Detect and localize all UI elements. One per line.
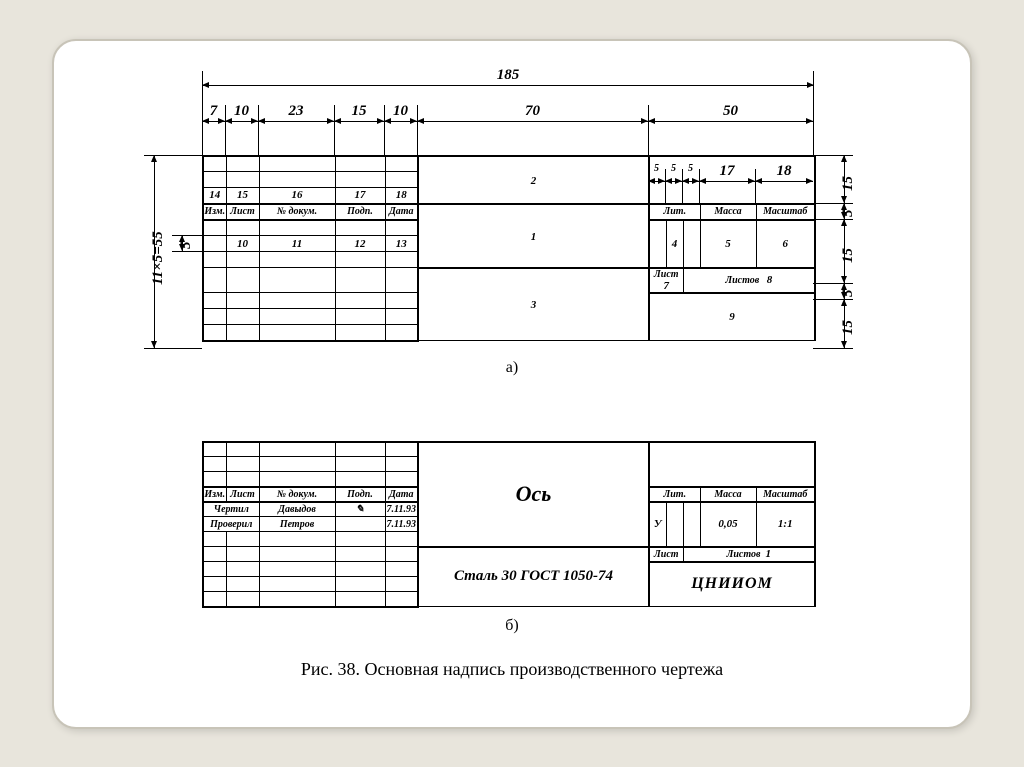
org: ЦНИИОМ — [649, 562, 815, 607]
title-block-b: Ось Изм. Лист № докум. Подп. Дата Лит. М… — [202, 441, 816, 608]
dim-11x5: 11×5=55 — [154, 155, 155, 348]
dim-5c: 5 — [682, 181, 699, 182]
material: Сталь 30 ГОСТ 1050-74 — [418, 547, 649, 607]
dim-r5b: 5 — [844, 283, 845, 299]
role-proveril: Проверил — [203, 517, 259, 532]
hdr-docnum: № докум. — [259, 204, 335, 220]
hdr-lit: Лит. — [649, 204, 700, 220]
ext-line — [813, 155, 853, 156]
dim-r15b: 15 — [844, 219, 845, 283]
dim-5b: 5 — [665, 181, 682, 182]
ext-line — [172, 235, 202, 236]
dim-10b: 10 — [384, 121, 417, 122]
cell-7: 7 — [664, 280, 670, 292]
mass-val: 0,05 — [700, 502, 756, 547]
cell-12: 12 — [335, 236, 385, 252]
cell-6: 6 — [756, 220, 815, 268]
listov-n: 1 — [765, 548, 771, 560]
date-2: 7.11.93 — [385, 517, 418, 532]
slide-frame: 2 14 15 16 17 18 Изм. Лист № докум. Подп… — [52, 39, 972, 729]
dim-10a: 10 — [225, 121, 258, 122]
ext-line — [682, 169, 683, 205]
dim-15: 15 — [334, 121, 384, 122]
cell-10: 10 — [226, 236, 259, 252]
hdr-list: Лист — [226, 204, 259, 220]
part-name: Ось — [418, 442, 649, 547]
role-chertil: Чертил — [203, 502, 259, 517]
ext-line — [813, 299, 853, 300]
cell-16: 16 — [259, 188, 335, 204]
cell-4: 4 — [666, 220, 683, 268]
cell-17: 17 — [335, 188, 385, 204]
dim-185: 185 — [202, 85, 814, 86]
hdr-podp: Подп. — [335, 204, 385, 220]
cell-9: 9 — [649, 293, 815, 341]
name-davydov: Давыдов — [259, 502, 335, 517]
dim-5a: 5 — [648, 181, 665, 182]
scale-val: 1:1 — [756, 502, 815, 547]
cell-8: 8 — [767, 274, 773, 286]
sublabel-a: а) — [54, 359, 970, 377]
cell-11: 11 — [259, 236, 335, 252]
ext-line — [813, 283, 853, 284]
hdr-list-b: Лист — [226, 487, 259, 502]
dim-row5: 5 — [182, 235, 183, 251]
ext-line — [144, 348, 202, 349]
zone-2: 2 — [531, 175, 537, 187]
sublabel-b: б) — [54, 617, 970, 635]
dim-18: 18 — [755, 181, 813, 182]
hdr-masshtab-b: Масштаб — [756, 487, 815, 502]
hdr-massa: Масса — [700, 204, 756, 220]
figure-caption: Рис. 38. Основная надпись производственн… — [54, 659, 970, 680]
dim-r5a: 5 — [844, 203, 845, 219]
cell-15: 15 — [226, 188, 259, 204]
cell-13: 13 — [385, 236, 418, 252]
zone-3: 3 — [531, 299, 537, 311]
hdr-masshtab: Масштаб — [756, 204, 815, 220]
date-1: 7.11.93 — [385, 502, 418, 517]
hdr-podp-b: Подп. — [335, 487, 385, 502]
hdr-data-b: Дата — [385, 487, 418, 502]
ext-line — [813, 203, 853, 204]
zone-1: 1 — [531, 231, 537, 243]
hdr-lit-b: Лит. — [649, 487, 700, 502]
dim-50: 50 — [648, 121, 813, 122]
hdr-izm: Изм. — [203, 204, 226, 220]
dim-70: 70 — [417, 121, 648, 122]
hdr-data: Дата — [385, 204, 418, 220]
ext-line — [699, 169, 700, 205]
ext-line — [172, 251, 202, 252]
dim-17: 17 — [699, 181, 755, 182]
ext-line — [813, 219, 853, 220]
lbl-listov: Листов — [725, 275, 759, 286]
ext-line — [813, 348, 853, 349]
ext-line — [755, 169, 756, 205]
lbl-list-b: Лист — [649, 547, 683, 562]
cell-5: 5 — [700, 220, 756, 268]
hdr-docnum-b: № докум. — [259, 487, 335, 502]
hdr-massa-b: Масса — [700, 487, 756, 502]
hdr-izm-b: Изм. — [203, 487, 226, 502]
ext-line — [665, 169, 666, 205]
dim-7: 7 — [202, 121, 225, 122]
lbl-listov-b: Листов — [727, 549, 761, 560]
lit-val: У — [649, 502, 666, 547]
dim-23: 23 — [258, 121, 334, 122]
cell-18: 18 — [385, 188, 418, 204]
dim-r15c: 15 — [844, 299, 845, 348]
cell-14: 14 — [203, 188, 226, 204]
lbl-list: Лист — [654, 269, 679, 280]
name-petrov: Петров — [259, 517, 335, 532]
title-block-a: 2 14 15 16 17 18 Изм. Лист № докум. Подп… — [202, 155, 816, 342]
dim-r15a: 15 — [844, 155, 845, 203]
